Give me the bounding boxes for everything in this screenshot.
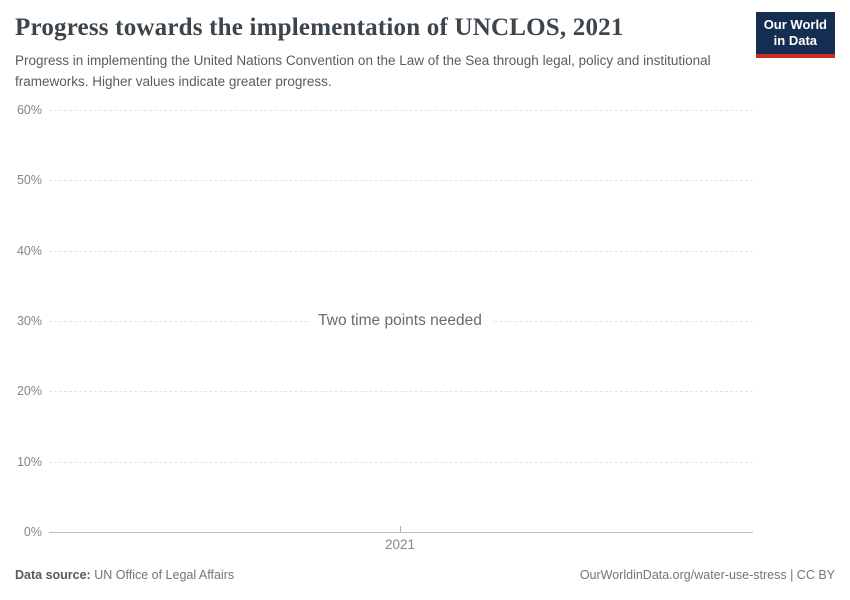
y-axis-label: 60% bbox=[16, 103, 42, 117]
data-source-line: Data source: UN Office of Legal Affairs bbox=[15, 568, 234, 582]
gridline bbox=[49, 180, 753, 181]
page-title: Progress towards the implementation of U… bbox=[15, 14, 624, 41]
x-axis-line bbox=[49, 532, 753, 533]
data-source-label: Data source: bbox=[15, 568, 91, 582]
owid-logo-line2: in Data bbox=[773, 33, 818, 49]
owid-logo[interactable]: Our World in Data bbox=[755, 12, 835, 58]
y-axis-label: 0% bbox=[23, 525, 42, 539]
no-data-message: Two time points needed bbox=[308, 310, 492, 332]
gridline bbox=[49, 391, 753, 392]
y-axis-label: 20% bbox=[16, 384, 42, 398]
credit-link[interactable]: OurWorldinData.org/water-use-stress | CC… bbox=[579, 568, 835, 582]
gridline bbox=[49, 110, 753, 111]
gridline bbox=[49, 251, 753, 252]
chart-subtitle: Progress in implementing the United Nati… bbox=[15, 53, 711, 89]
y-axis-label: 10% bbox=[16, 455, 42, 469]
y-axis-label: 50% bbox=[16, 173, 42, 187]
y-axis-label: 40% bbox=[16, 244, 42, 258]
chart-footer: Data source: UN Office of Legal Affairs … bbox=[15, 568, 835, 582]
chart-header: Progress towards the implementation of U… bbox=[15, 12, 835, 93]
x-axis-tick bbox=[400, 526, 401, 532]
data-source-value: UN Office of Legal Affairs bbox=[94, 568, 235, 582]
y-axis-label: 30% bbox=[16, 314, 42, 328]
owid-logo-line1: Our World bbox=[763, 17, 827, 32]
x-axis-label: 2021 bbox=[384, 537, 416, 552]
gridline bbox=[49, 462, 753, 463]
